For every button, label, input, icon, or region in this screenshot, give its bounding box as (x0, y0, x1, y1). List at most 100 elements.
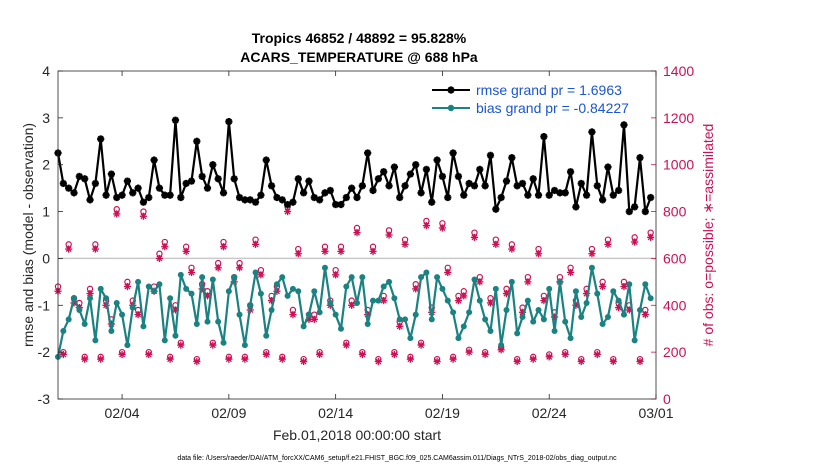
bias-point (562, 318, 569, 325)
rmse-point (444, 193, 452, 202)
bias-point (97, 285, 104, 292)
assimilated-obs-point (113, 210, 121, 218)
rmse-point (609, 191, 617, 199)
rmse-point (337, 200, 345, 209)
bias-point (140, 323, 147, 330)
assimilated-obs-point (508, 245, 516, 253)
assimilated-obs-point-stroke (530, 356, 537, 363)
rmse-point (182, 179, 190, 188)
bias-point (92, 337, 99, 344)
rmse-point (348, 184, 356, 192)
assimilated-obs-point (81, 355, 89, 363)
bias-point (604, 314, 611, 320)
rmse-point (566, 168, 575, 176)
assimilated-obs-point-stroke (535, 250, 542, 257)
assimilated-obs-point (412, 285, 420, 293)
x-tick-label: 02/04 (105, 405, 140, 421)
assimilated-obs-point-stroke (311, 316, 318, 323)
bias-point (359, 274, 366, 281)
rmse-point (631, 203, 639, 211)
rmse-point (380, 168, 388, 176)
assimilated-obs-point (369, 247, 377, 255)
assimilated-obs-point (203, 292, 212, 300)
y-tick-label-right: 600 (663, 250, 687, 266)
rmse-point (150, 156, 158, 164)
assimilated-obs-point (91, 245, 99, 253)
bias-point (551, 328, 558, 335)
x-axis-label: Feb.01,2018 00:00:00 start (273, 427, 441, 443)
rmse-point-stroke (540, 133, 548, 140)
bias-point (145, 283, 152, 290)
rmse-point-stroke (284, 201, 291, 208)
bias-point (183, 285, 190, 292)
assimilated-obs-point (577, 357, 585, 366)
assimilated-obs-point-stroke (476, 278, 483, 285)
rmse-point-stroke (380, 168, 388, 176)
assimilated-obs-point (187, 268, 196, 277)
y-axis-label-right: # of obs: o=possible; ∗=assimilated (700, 124, 716, 347)
y-tick-label-left: 0 (42, 250, 50, 266)
rmse-point-stroke (497, 194, 505, 201)
rmse-point (422, 165, 431, 173)
bias-point (578, 314, 585, 320)
assimilated-obs-point-stroke (300, 358, 307, 365)
assimilated-obs-point-stroke (450, 356, 457, 363)
bias-point (620, 311, 627, 318)
bias-point (199, 274, 206, 281)
chart-subtitle: ACARS_TEMPERATURE @ 688 hPa (240, 49, 478, 65)
assimilated-obs-point-stroke (161, 243, 168, 250)
rmse-point (246, 196, 254, 204)
rmse-point (70, 189, 78, 197)
x-tick-label: 02/19 (425, 405, 460, 421)
rmse-point (647, 193, 655, 202)
assimilated-obs-point-stroke (316, 351, 323, 358)
bias-point (610, 288, 617, 295)
bias-point (156, 281, 163, 288)
rmse-point (107, 170, 115, 178)
rmse-point (326, 186, 334, 195)
assimilated-obs-point-stroke (503, 290, 510, 297)
bias-point (471, 276, 478, 283)
bias-point (71, 295, 78, 302)
assimilated-obs-point-stroke (257, 271, 264, 278)
assimilated-obs-point-stroke (140, 213, 147, 220)
assimilated-obs-point (380, 297, 388, 305)
rmse-point (534, 191, 543, 199)
rmse-point-stroke (593, 182, 601, 190)
bias-point (103, 295, 110, 302)
bias-point (268, 306, 275, 313)
bias-point (177, 271, 184, 278)
assimilated-obs-point (599, 282, 607, 291)
rmse-point-stroke (214, 175, 222, 183)
rmse-point (412, 161, 420, 169)
assimilated-obs-point (262, 350, 270, 359)
bias-point (466, 309, 473, 316)
bias-point (423, 269, 430, 276)
bias-point (279, 274, 286, 281)
assimilated-obs-point (502, 289, 511, 298)
assimilated-obs-point (283, 207, 292, 216)
rmse-point (599, 196, 607, 204)
assimilated-obs-point (481, 350, 489, 359)
assimilated-obs-point (465, 348, 473, 356)
assimilated-obs-point (406, 355, 414, 363)
rmse-point-stroke (481, 182, 489, 190)
assimilated-obs-point-stroke (92, 246, 99, 253)
rmse-point-stroke (535, 191, 542, 199)
rmse-point-stroke (134, 184, 142, 192)
rmse-point (353, 193, 361, 202)
legend-bias-label: bias grand pr = -0.84227 (476, 100, 629, 116)
assimilated-obs-point (422, 222, 431, 230)
rmse-point (438, 172, 447, 181)
bias-point (386, 278, 393, 285)
assimilated-obs-point-stroke (183, 248, 190, 255)
bias-point (337, 325, 344, 332)
assimilated-obs-point (145, 350, 153, 359)
assimilated-obs-point (241, 355, 249, 363)
bias-point (407, 335, 414, 342)
rmse-point-stroke (396, 194, 404, 201)
assimilated-obs-point (401, 240, 409, 248)
bias-point (289, 285, 296, 292)
rmse-point-stroke (140, 198, 147, 206)
rmse-point-stroke (353, 194, 361, 201)
